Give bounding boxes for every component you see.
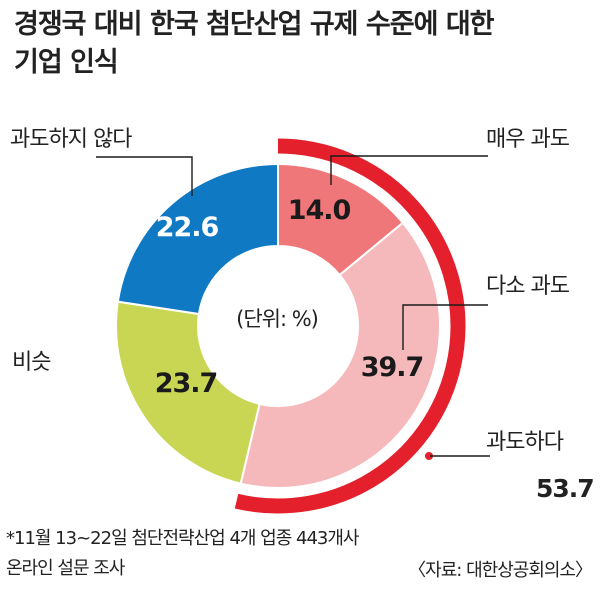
legend-label-excessive-group: 과도하다 bbox=[486, 430, 564, 455]
legend-label-somewhat-excessive: 다소 과도 bbox=[486, 274, 570, 299]
legend-label-similar: 비슷 bbox=[12, 350, 51, 375]
slice-somewhat-excessive bbox=[239, 221, 441, 489]
value-not-excessive: 22.6 bbox=[156, 212, 219, 243]
slice-value-labels: 14.0 39.7 23.7 22.6 bbox=[155, 195, 425, 399]
leader-somewhat-excessive bbox=[402, 304, 488, 350]
legend-label-not-excessive: 과도하지 않다 bbox=[10, 127, 132, 152]
chart-title: 경쟁국 대비 한국 첨단산업 규제 수준에 대한 기업 인식 bbox=[14, 6, 594, 82]
leader-lines bbox=[96, 155, 490, 457]
footnote-line-1: *11월 13~22일 첨단전략산업 4개 업종 443개사 bbox=[6, 528, 359, 549]
leader-not-excessive bbox=[96, 156, 193, 196]
source-note: 〈자료: 대한상공회의소〉 bbox=[408, 560, 593, 581]
donut-slices bbox=[115, 162, 441, 489]
chart-title-line-2: 기업 인식 bbox=[14, 47, 119, 78]
footnote-line-2: 온라인 설문 조사 bbox=[6, 558, 125, 579]
unit-label: (단위: %) bbox=[236, 307, 318, 331]
footnote: *11월 13~22일 첨단전략산업 4개 업종 443개사 온라인 설문 조사 bbox=[6, 524, 359, 584]
group-arc-overlay bbox=[234, 138, 466, 514]
slice-not-excessive bbox=[116, 162, 279, 316]
value-somewhat-excessive: 39.7 bbox=[361, 352, 424, 383]
legend-label-very-excessive: 매우 과도 bbox=[486, 127, 570, 152]
chart-title-line-1: 경쟁국 대비 한국 첨단산업 규제 수준에 대한 bbox=[14, 9, 495, 40]
group-value-label: 53.7 bbox=[536, 474, 595, 503]
value-similar: 23.7 bbox=[155, 368, 218, 399]
value-very-excessive: 14.0 bbox=[288, 195, 351, 226]
leader-very-excessive bbox=[330, 155, 488, 185]
slice-similar bbox=[115, 300, 261, 485]
group-arc-end-dot bbox=[425, 452, 433, 460]
